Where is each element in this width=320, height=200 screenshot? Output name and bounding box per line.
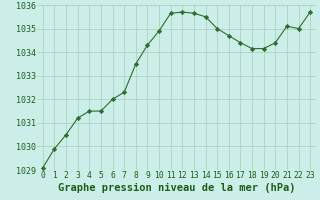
X-axis label: Graphe pression niveau de la mer (hPa): Graphe pression niveau de la mer (hPa) (58, 183, 295, 193)
